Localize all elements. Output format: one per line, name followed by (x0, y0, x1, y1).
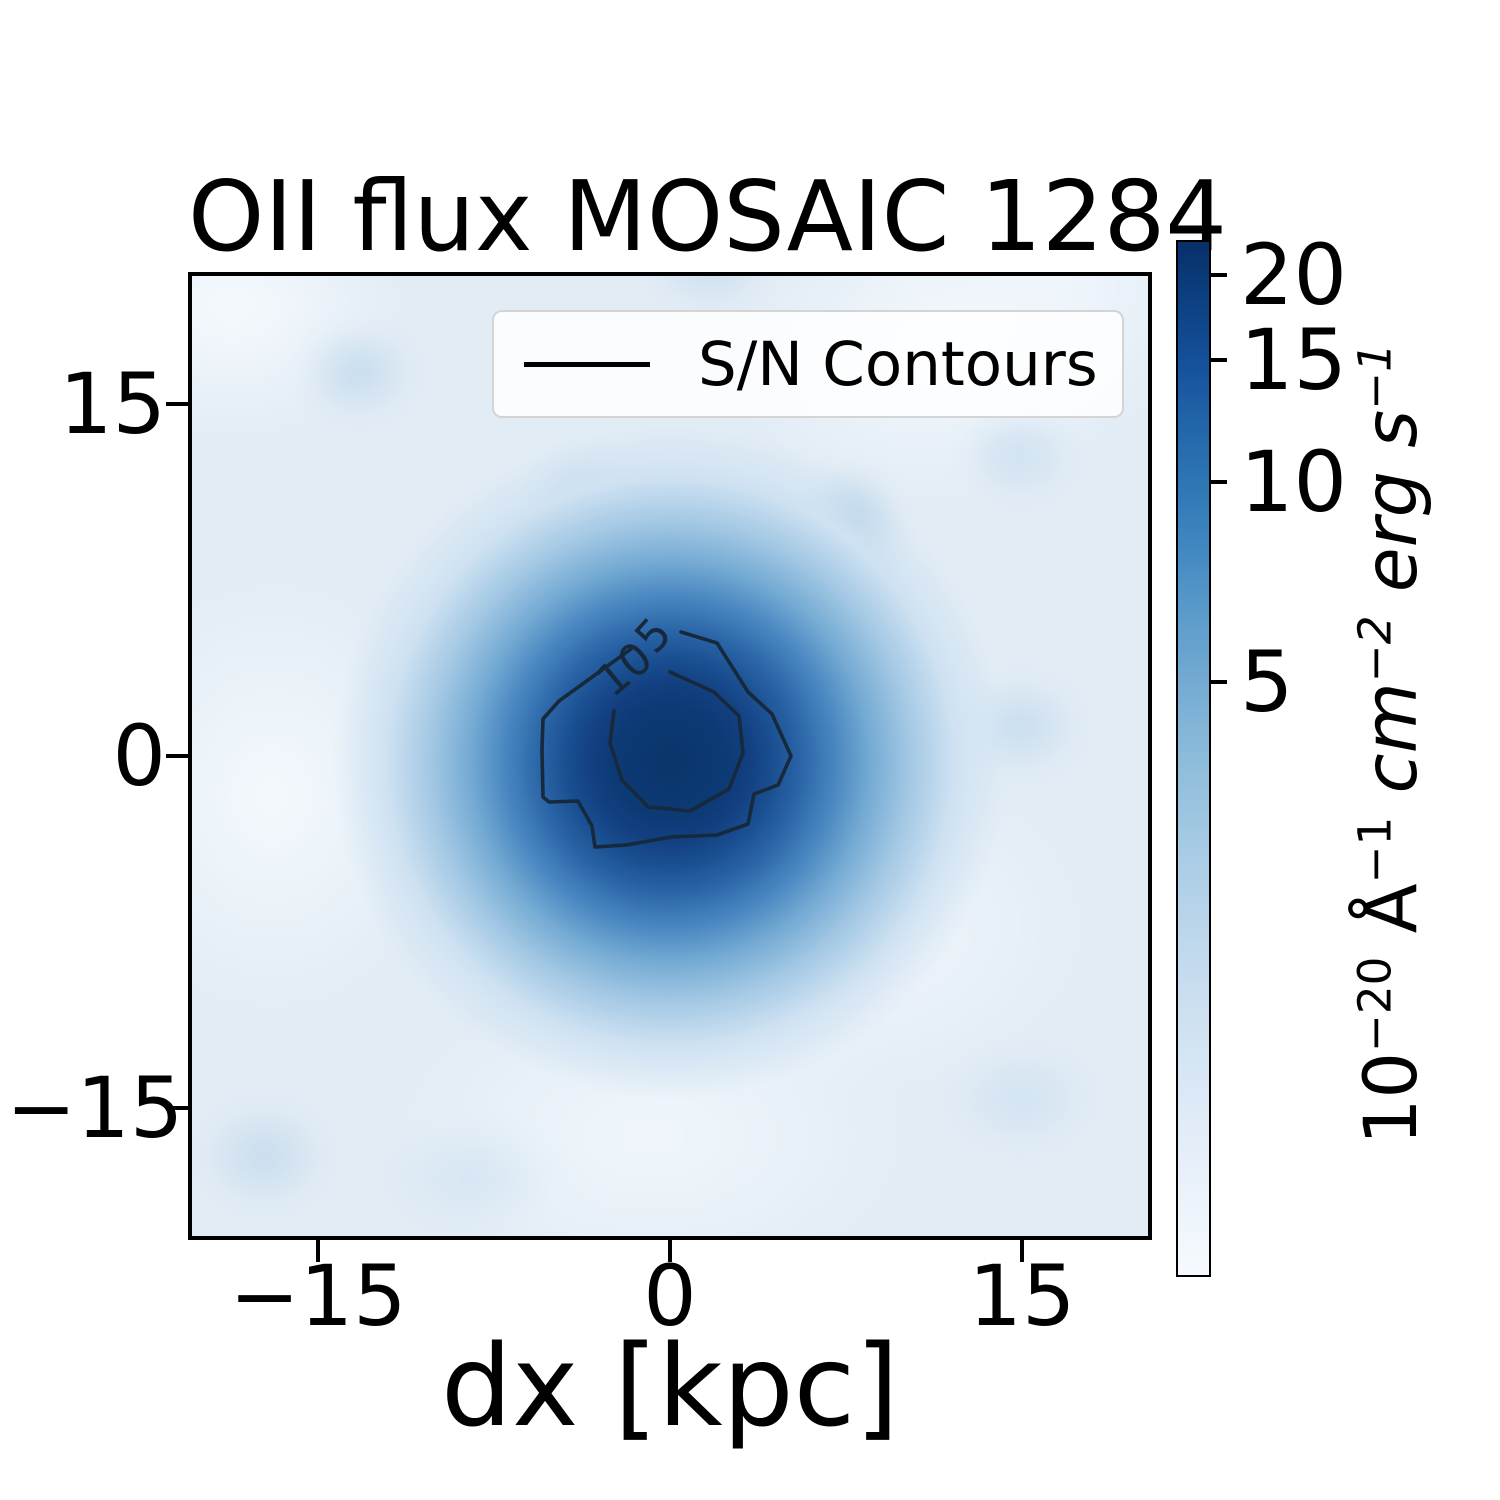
colorbar-tick-label-15: 15 (1240, 311, 1347, 409)
x-axis-label: dx [kpc] (441, 1322, 899, 1452)
plot-title: OII flux MOSAIC 1284 (188, 160, 1228, 273)
legend-label: S/N Contours (698, 328, 1098, 400)
colorbar-tick-label-20: 20 (1240, 226, 1347, 324)
colorbar-tick-15 (1209, 358, 1227, 362)
x-tick-mark-0 (668, 1240, 672, 1262)
y-tick-mark-15 (166, 402, 188, 406)
colorbar-tick-20 (1209, 273, 1227, 277)
x-tick-label-neg15: −15 (229, 1247, 407, 1345)
legend-line-sample (524, 361, 650, 367)
legend-box: S/N Contours (492, 310, 1124, 418)
y-tick-label-neg15: −15 (6, 1059, 184, 1157)
main-emission-blob (192, 276, 1148, 1236)
y-tick-mark-neg15 (166, 1106, 188, 1110)
y-tick-label-0: 0 (112, 707, 166, 805)
y-tick-mark-0 (166, 754, 188, 758)
colorbar-tick-label-5: 5 (1240, 633, 1294, 731)
colorbar-tick-label-10: 10 (1240, 433, 1347, 531)
colorbar-unit-label: 10−20 Å−1 cm−2 erg s−1 (1348, 343, 1434, 1145)
x-tick-label-0: 0 (643, 1247, 697, 1345)
colorbar-tick-5 (1209, 680, 1227, 684)
contour-level-10 (608, 670, 745, 813)
heatmap-axes: 5 10 S/N Contours (188, 272, 1152, 1240)
sn-contour-lines (540, 630, 793, 849)
contour-level-5 (540, 630, 793, 849)
colorbar (1176, 240, 1211, 1277)
x-tick-mark-neg15 (316, 1240, 320, 1262)
x-tick-label-15: 15 (968, 1247, 1076, 1345)
colorbar-tick-10 (1209, 480, 1227, 484)
y-tick-label-15: 15 (59, 355, 166, 453)
x-tick-mark-15 (1020, 1240, 1024, 1262)
